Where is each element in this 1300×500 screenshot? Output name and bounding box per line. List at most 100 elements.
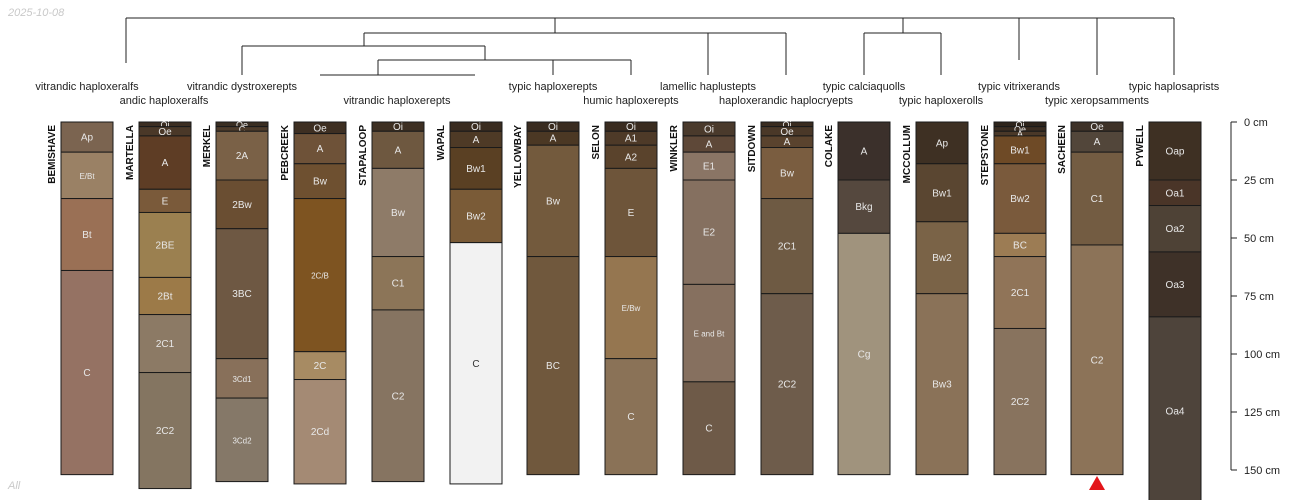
- horizon-sitdown-6: [760, 293, 814, 476]
- horizon-label: A2: [625, 152, 638, 163]
- horizon-sitdown-4: [760, 147, 814, 200]
- horizon-label: Bw1: [466, 164, 486, 175]
- horizon-mccollum-4: [915, 293, 969, 476]
- axis-tick-label: 150 cm: [1244, 465, 1280, 477]
- horizon-wapal-3: [449, 147, 503, 190]
- horizon-selon-6: [604, 358, 658, 476]
- footer-label: All: [8, 480, 21, 492]
- horizon-mccollum-3: [915, 221, 969, 295]
- horizon-label: Oi: [471, 122, 481, 133]
- taxon-label: typic xeropsamments: [1045, 95, 1149, 107]
- horizon-label: 3Cd2: [232, 436, 252, 445]
- taxon-label: humic haploxerepts: [583, 95, 679, 107]
- horizon-label: Bw: [391, 208, 406, 219]
- horizon-colake-2: [837, 179, 891, 234]
- taxon-label: typic haploxerepts: [509, 81, 598, 93]
- profile-wapal: Oi A Bw1 Bw2 C WAPAL: [436, 121, 503, 485]
- horizon-stepstone-7: [993, 256, 1047, 329]
- taxon-label: typic calciaquolls: [823, 81, 906, 93]
- horizon-label: C: [83, 368, 90, 379]
- horizon-label: Bw2: [932, 253, 952, 264]
- profile-name: COLAKE: [824, 125, 835, 168]
- horizon-label: 2C/B: [311, 272, 329, 281]
- horizon-label: C1: [392, 279, 405, 290]
- horizon-label: C1: [1091, 194, 1104, 205]
- horizon-merkel-7: [215, 397, 269, 483]
- horizon-label: 2C2: [778, 380, 797, 391]
- taxon-label: typic vitrixerands: [978, 81, 1060, 93]
- horizon-label: E: [162, 196, 169, 207]
- horizon-pywell-2: [1148, 179, 1202, 207]
- horizon-merkel-3: [215, 130, 269, 181]
- horizon-martella-7: [138, 314, 192, 374]
- horizon-label: 3Cd1: [232, 375, 252, 384]
- horizon-merkel-6: [215, 358, 269, 399]
- horizon-mccollum-2: [915, 163, 969, 223]
- profile-name: WAPAL: [436, 125, 447, 160]
- horizon-label: 3BC: [232, 289, 251, 300]
- taxon-label: haploxerandic haplocryepts: [719, 95, 853, 107]
- horizon-label: C: [627, 412, 634, 423]
- horizon-label: Oi: [704, 124, 714, 135]
- horizon-label: Ap: [81, 133, 94, 144]
- horizon-label: Bw: [313, 177, 328, 188]
- axis-tick-label: 25 cm: [1244, 175, 1274, 187]
- taxon-label: vitrandic haploxerepts: [343, 95, 451, 107]
- horizon-winkler-6: [682, 381, 736, 476]
- axis-tick-label: 50 cm: [1244, 233, 1274, 245]
- horizon-label: A: [395, 145, 402, 156]
- profile-colake: A Bkg Cg COLAKE: [824, 121, 891, 476]
- axis-tick-label: 0 cm: [1244, 117, 1268, 129]
- horizon-mccollum-1: [915, 121, 969, 165]
- horizon-label: Bw: [780, 169, 795, 180]
- profile-name: PYWELL: [1135, 125, 1146, 167]
- profile-name: YELLOWBAY: [513, 125, 524, 188]
- horizon-label: Oa4: [1166, 406, 1185, 417]
- horizon-label: Bw2: [1010, 194, 1030, 205]
- horizon-pywell-4: [1148, 251, 1202, 318]
- horizon-bemishave-3: [60, 198, 114, 271]
- horizon-label: Bt: [82, 230, 92, 241]
- profile-winkler: Oi A E1 E2 E and Bt C WINKLER: [669, 121, 736, 476]
- horizon-label: 2C1: [156, 339, 175, 350]
- horizon-label: Oa1: [1166, 188, 1185, 199]
- horizon-label: A: [784, 137, 791, 148]
- taxon-label: andic haploxeralfs: [120, 95, 209, 107]
- horizon-label: Oi: [548, 122, 558, 133]
- taxon-label: vitrandic dystroxerepts: [187, 81, 298, 93]
- horizon-label: BC: [546, 361, 560, 372]
- horizon-label: 2C: [314, 361, 327, 372]
- horizon-sacheen-3: [1070, 151, 1124, 246]
- profile-mccollum: Ap Bw1 Bw2 Bw3 MCCOLLUM: [902, 121, 969, 476]
- horizon-label: 2BE: [156, 240, 175, 251]
- horizon-pebcreek-6: [293, 379, 347, 485]
- horizon-label: Oe: [780, 127, 794, 138]
- taxon-label: typic haplosaprists: [1129, 81, 1220, 93]
- horizon-label: A: [473, 135, 480, 146]
- soil-profiles: ApE/BtBtCBEMISHAVEOiOeAE2BE2Bt2C12C2MART…: [47, 120, 1202, 500]
- horizon-label: Oa3: [1166, 280, 1185, 291]
- horizon-label: Bw2: [466, 211, 486, 222]
- horizon-label: C: [705, 424, 712, 435]
- horizon-yellowbay-4: [526, 256, 580, 476]
- axis-tick-label: 75 cm: [1244, 291, 1274, 303]
- horizon-bemishave-1: [60, 121, 114, 153]
- profile-bemishave: Ap E/Bt Bt C BEMISHAVE: [47, 121, 114, 476]
- horizon-label: 2C2: [156, 426, 175, 437]
- horizon-stapaloop-4: [371, 256, 425, 311]
- horizon-pywell-3: [1148, 205, 1202, 253]
- horizon-label: Oe: [236, 120, 248, 130]
- horizon-label: Bw3: [932, 380, 952, 391]
- profile-sacheen: Oe A C1 C2 SACHEEN: [1057, 121, 1124, 476]
- horizon-label: A: [1017, 129, 1023, 139]
- horizon-merkel-4: [215, 179, 269, 230]
- profile-name: SACHEEN: [1057, 125, 1068, 174]
- horizon-stepstone-5: [993, 163, 1047, 234]
- profile-name: BEMISHAVE: [47, 125, 58, 184]
- profile-name: WINKLER: [669, 124, 680, 171]
- horizon-label: C2: [392, 391, 405, 402]
